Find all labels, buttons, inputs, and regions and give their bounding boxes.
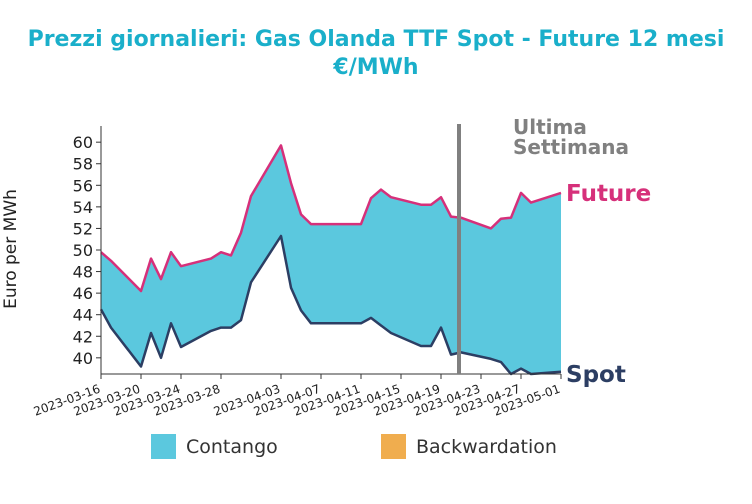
spot-line xyxy=(99,234,562,376)
legend: Contango Backwardation xyxy=(151,434,557,459)
y-tick-label: 56 xyxy=(73,176,93,195)
y-tick-label: 58 xyxy=(73,155,93,174)
contango-area xyxy=(101,145,561,374)
y-tick-label: 48 xyxy=(73,263,93,282)
y-tick-label: 42 xyxy=(73,327,93,346)
y-tick-label: 60 xyxy=(73,133,93,152)
y-tick-label: 44 xyxy=(73,306,93,325)
chart-title: Prezzi giornalieri: Gas Olanda TTF Spot … xyxy=(28,27,725,52)
future-line xyxy=(100,144,562,293)
chart-subtitle: €/MWh xyxy=(332,55,418,80)
y-tick-label: 40 xyxy=(73,349,93,368)
contango-area-group xyxy=(101,145,561,374)
y-tick-label: 54 xyxy=(73,198,93,217)
future-end-label: Future xyxy=(566,181,651,207)
last-week-label-line-1: Ultima xyxy=(513,115,587,139)
spot-end-label: Spot xyxy=(566,362,626,388)
y-tick-label: 46 xyxy=(73,284,93,303)
series-lines-group xyxy=(99,144,562,376)
legend-label-backwardation: Backwardation xyxy=(416,436,557,458)
y-axis-label: Euro per MWh xyxy=(1,189,21,309)
y-tick-label: 50 xyxy=(73,241,93,260)
last-week-label-line-2: Settimana xyxy=(513,135,629,159)
legend-swatch-backwardation xyxy=(381,434,406,459)
y-tick-label: 52 xyxy=(73,219,93,238)
legend-label-contango: Contango xyxy=(186,436,278,458)
legend-swatch-contango xyxy=(151,434,176,459)
